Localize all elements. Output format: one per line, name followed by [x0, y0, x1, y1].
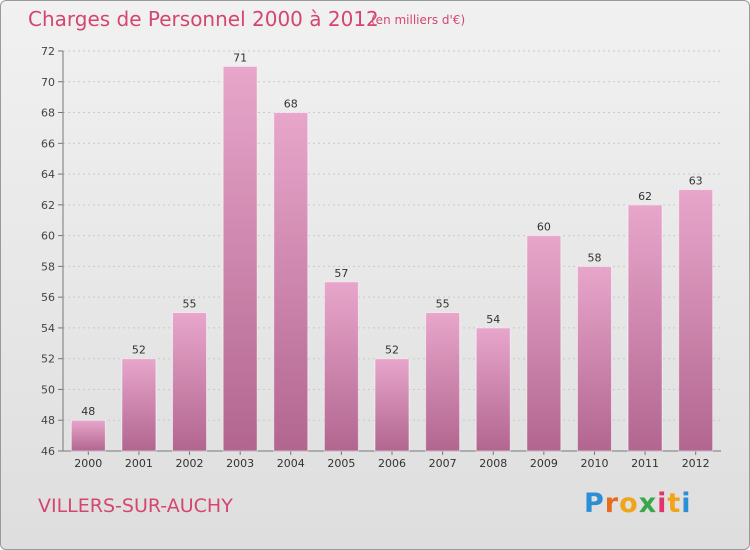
bar [374, 358, 410, 452]
chart-title: Charges de Personnel 2000 à 2012 [28, 7, 379, 31]
x-tick-label: 2001 [125, 457, 153, 470]
x-tick-label: 2009 [530, 457, 558, 470]
y-tick-label: 50 [41, 383, 55, 396]
y-tick-label: 62 [41, 199, 55, 212]
logo-letter: i [681, 488, 692, 519]
bar [70, 419, 106, 452]
logo-letter: P [584, 488, 605, 519]
y-tick-label: 60 [41, 230, 55, 243]
y-tick-label: 68 [41, 107, 55, 120]
x-tick-label: 2010 [580, 457, 608, 470]
y-tick-label: 48 [41, 414, 55, 427]
data-label: 55 [436, 298, 450, 311]
bar [172, 312, 208, 452]
data-label: 55 [183, 298, 197, 311]
y-tick-label: 70 [41, 76, 55, 89]
y-tick-label: 56 [41, 291, 55, 304]
data-label: 58 [587, 251, 601, 264]
data-label: 62 [638, 190, 652, 203]
commune-name: VILLERS-SUR-AUCHY [38, 495, 233, 517]
chart-subtitle: (en milliers d'€) [371, 13, 466, 27]
data-label: 48 [81, 405, 95, 418]
data-label: 57 [334, 267, 348, 280]
y-tick-label: 52 [41, 353, 55, 366]
y-tick-label: 58 [41, 260, 55, 273]
bar [425, 312, 461, 452]
bar [526, 235, 562, 452]
data-label: 60 [537, 221, 551, 234]
x-tick-label: 2008 [479, 457, 507, 470]
proxiti-logo: Proxiti [584, 488, 692, 519]
logo-letter: r [604, 488, 620, 519]
x-tick-label: 2007 [429, 457, 457, 470]
x-tick-label: 2003 [226, 457, 254, 470]
bar [222, 65, 258, 452]
data-label: 54 [486, 313, 500, 326]
x-tick-label: 2002 [176, 457, 204, 470]
bar [678, 188, 714, 452]
x-tick-label: 2005 [327, 457, 355, 470]
bar [273, 112, 309, 452]
bar [475, 327, 511, 452]
y-tick-label: 66 [41, 137, 55, 150]
logo-letter: o [619, 488, 639, 519]
y-tick-label: 72 [41, 45, 55, 58]
data-label: 63 [689, 174, 703, 187]
x-tick-label: 2011 [631, 457, 659, 470]
data-label: 52 [132, 344, 146, 357]
y-tick-label: 54 [41, 322, 55, 335]
data-label: 71 [233, 51, 247, 64]
logo-letter: i [657, 488, 668, 519]
bar [121, 358, 157, 452]
data-label: 52 [385, 344, 399, 357]
y-tick-label: 46 [41, 445, 55, 458]
x-tick-label: 2000 [74, 457, 102, 470]
logo-letter: t [667, 488, 682, 519]
bar [627, 204, 663, 452]
y-tick-label: 64 [41, 168, 55, 181]
x-tick-label: 2006 [378, 457, 406, 470]
logo-letter: x [638, 488, 658, 519]
bar [576, 265, 612, 452]
x-tick-label: 2012 [682, 457, 710, 470]
bar [323, 281, 359, 452]
x-tick-label: 2004 [277, 457, 305, 470]
data-label: 68 [284, 98, 298, 111]
